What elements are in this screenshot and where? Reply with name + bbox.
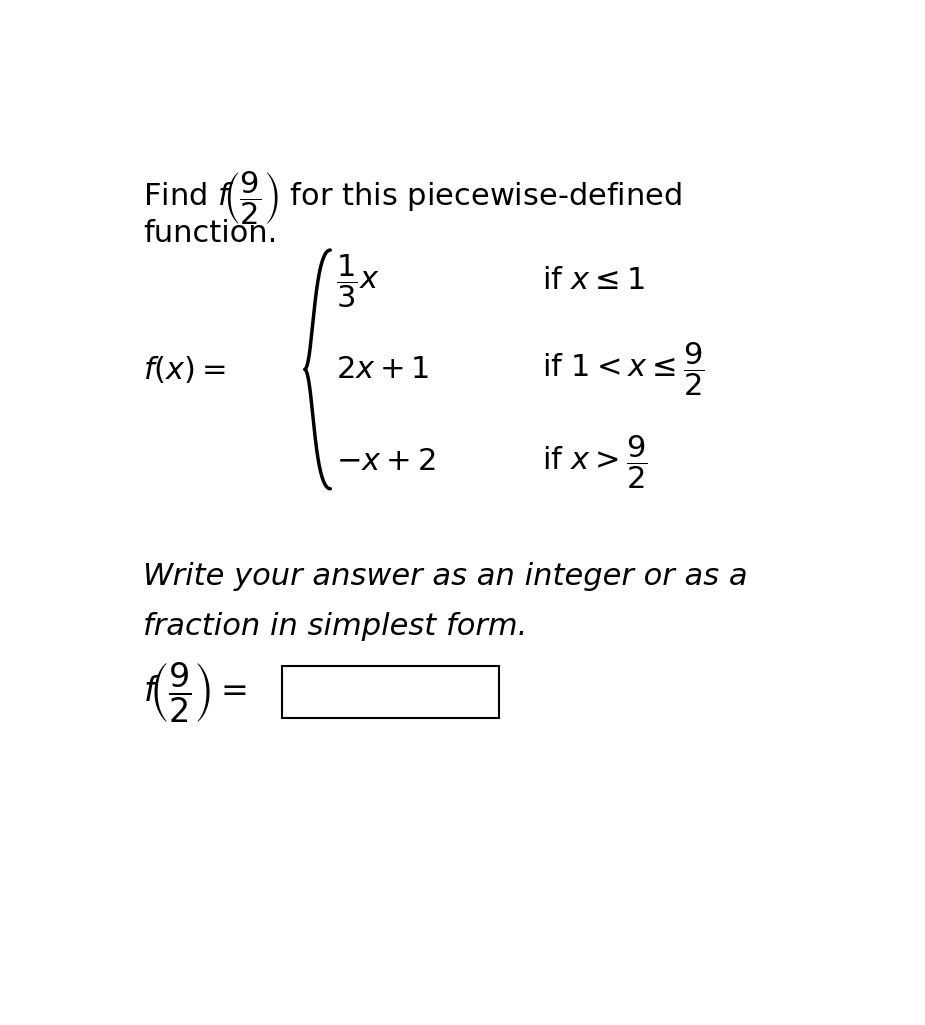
Text: $-x + 2$: $-x + 2$ [337,447,436,477]
Text: $2x + 1$: $2x + 1$ [337,355,430,384]
Text: Find $f\!\left(\dfrac{9}{2}\right)$ for this piecewise-defined: Find $f\!\left(\dfrac{9}{2}\right)$ for … [142,169,682,227]
Text: function.: function. [142,219,277,248]
Text: $f\!\left(\dfrac{9}{2}\right) =$: $f\!\left(\dfrac{9}{2}\right) =$ [142,660,246,725]
Text: if $x > \dfrac{9}{2}$: if $x > \dfrac{9}{2}$ [542,433,648,491]
Text: $\dfrac{1}{3}x$: $\dfrac{1}{3}x$ [337,252,380,310]
Text: $f(x) =$: $f(x) =$ [142,354,226,385]
Bar [282,666,500,719]
Text: fraction in simplest form.: fraction in simplest form. [142,612,527,641]
Text: Write your answer as an integer or as a: Write your answer as an integer or as a [142,562,747,590]
Text: if $x \leq 1$: if $x \leq 1$ [542,266,645,295]
Text: if $1 < x \leq \dfrac{9}{2}$: if $1 < x \leq \dfrac{9}{2}$ [542,340,705,398]
